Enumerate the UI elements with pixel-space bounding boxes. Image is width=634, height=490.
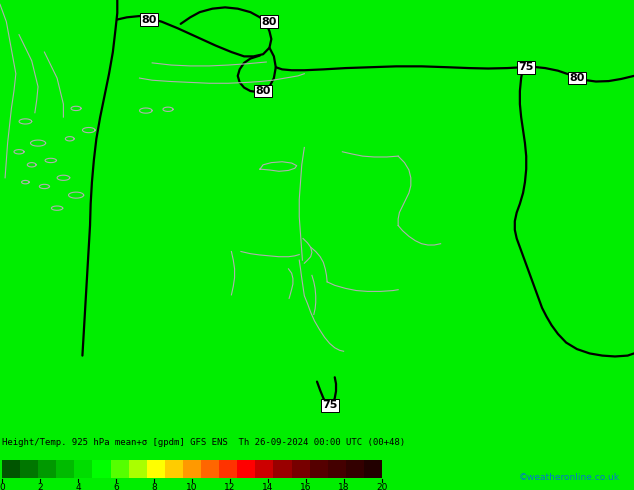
Text: Height/Temp. 925 hPa mean+σ [gpdm] GFS ENS  Th 26-09-2024 00:00 UTC (00+48): Height/Temp. 925 hPa mean+σ [gpdm] GFS E… (2, 438, 405, 447)
Text: 0: 0 (0, 483, 5, 490)
Text: 14: 14 (262, 483, 274, 490)
Bar (346, 460, 364, 478)
Text: 18: 18 (339, 483, 350, 490)
Bar (201, 460, 219, 478)
Text: 80: 80 (256, 86, 271, 96)
Bar (74, 460, 93, 478)
Text: 16: 16 (301, 483, 312, 490)
Text: 10: 10 (186, 483, 198, 490)
Text: 20: 20 (377, 483, 387, 490)
Text: 4: 4 (75, 483, 81, 490)
Bar (2, 460, 20, 478)
Bar (328, 460, 346, 478)
Bar (309, 460, 328, 478)
Text: 80: 80 (569, 73, 585, 83)
Bar (292, 460, 309, 478)
Bar (364, 460, 382, 478)
Text: 2: 2 (37, 483, 43, 490)
Bar (273, 460, 292, 478)
Bar (256, 460, 273, 478)
Text: 75: 75 (322, 400, 337, 411)
Text: 75: 75 (519, 62, 534, 72)
Text: 8: 8 (151, 483, 157, 490)
Bar (93, 460, 110, 478)
Text: 12: 12 (224, 483, 236, 490)
Text: ©weatheronline.co.uk: ©weatheronline.co.uk (519, 473, 620, 482)
Text: 80: 80 (141, 15, 157, 24)
Bar (38, 460, 56, 478)
Bar (165, 460, 183, 478)
Bar (183, 460, 201, 478)
Bar (219, 460, 237, 478)
Bar (146, 460, 165, 478)
Bar (56, 460, 74, 478)
Text: 80: 80 (262, 17, 277, 26)
Text: 6: 6 (113, 483, 119, 490)
Bar (129, 460, 146, 478)
Bar (237, 460, 256, 478)
Bar (20, 460, 38, 478)
Bar (110, 460, 129, 478)
